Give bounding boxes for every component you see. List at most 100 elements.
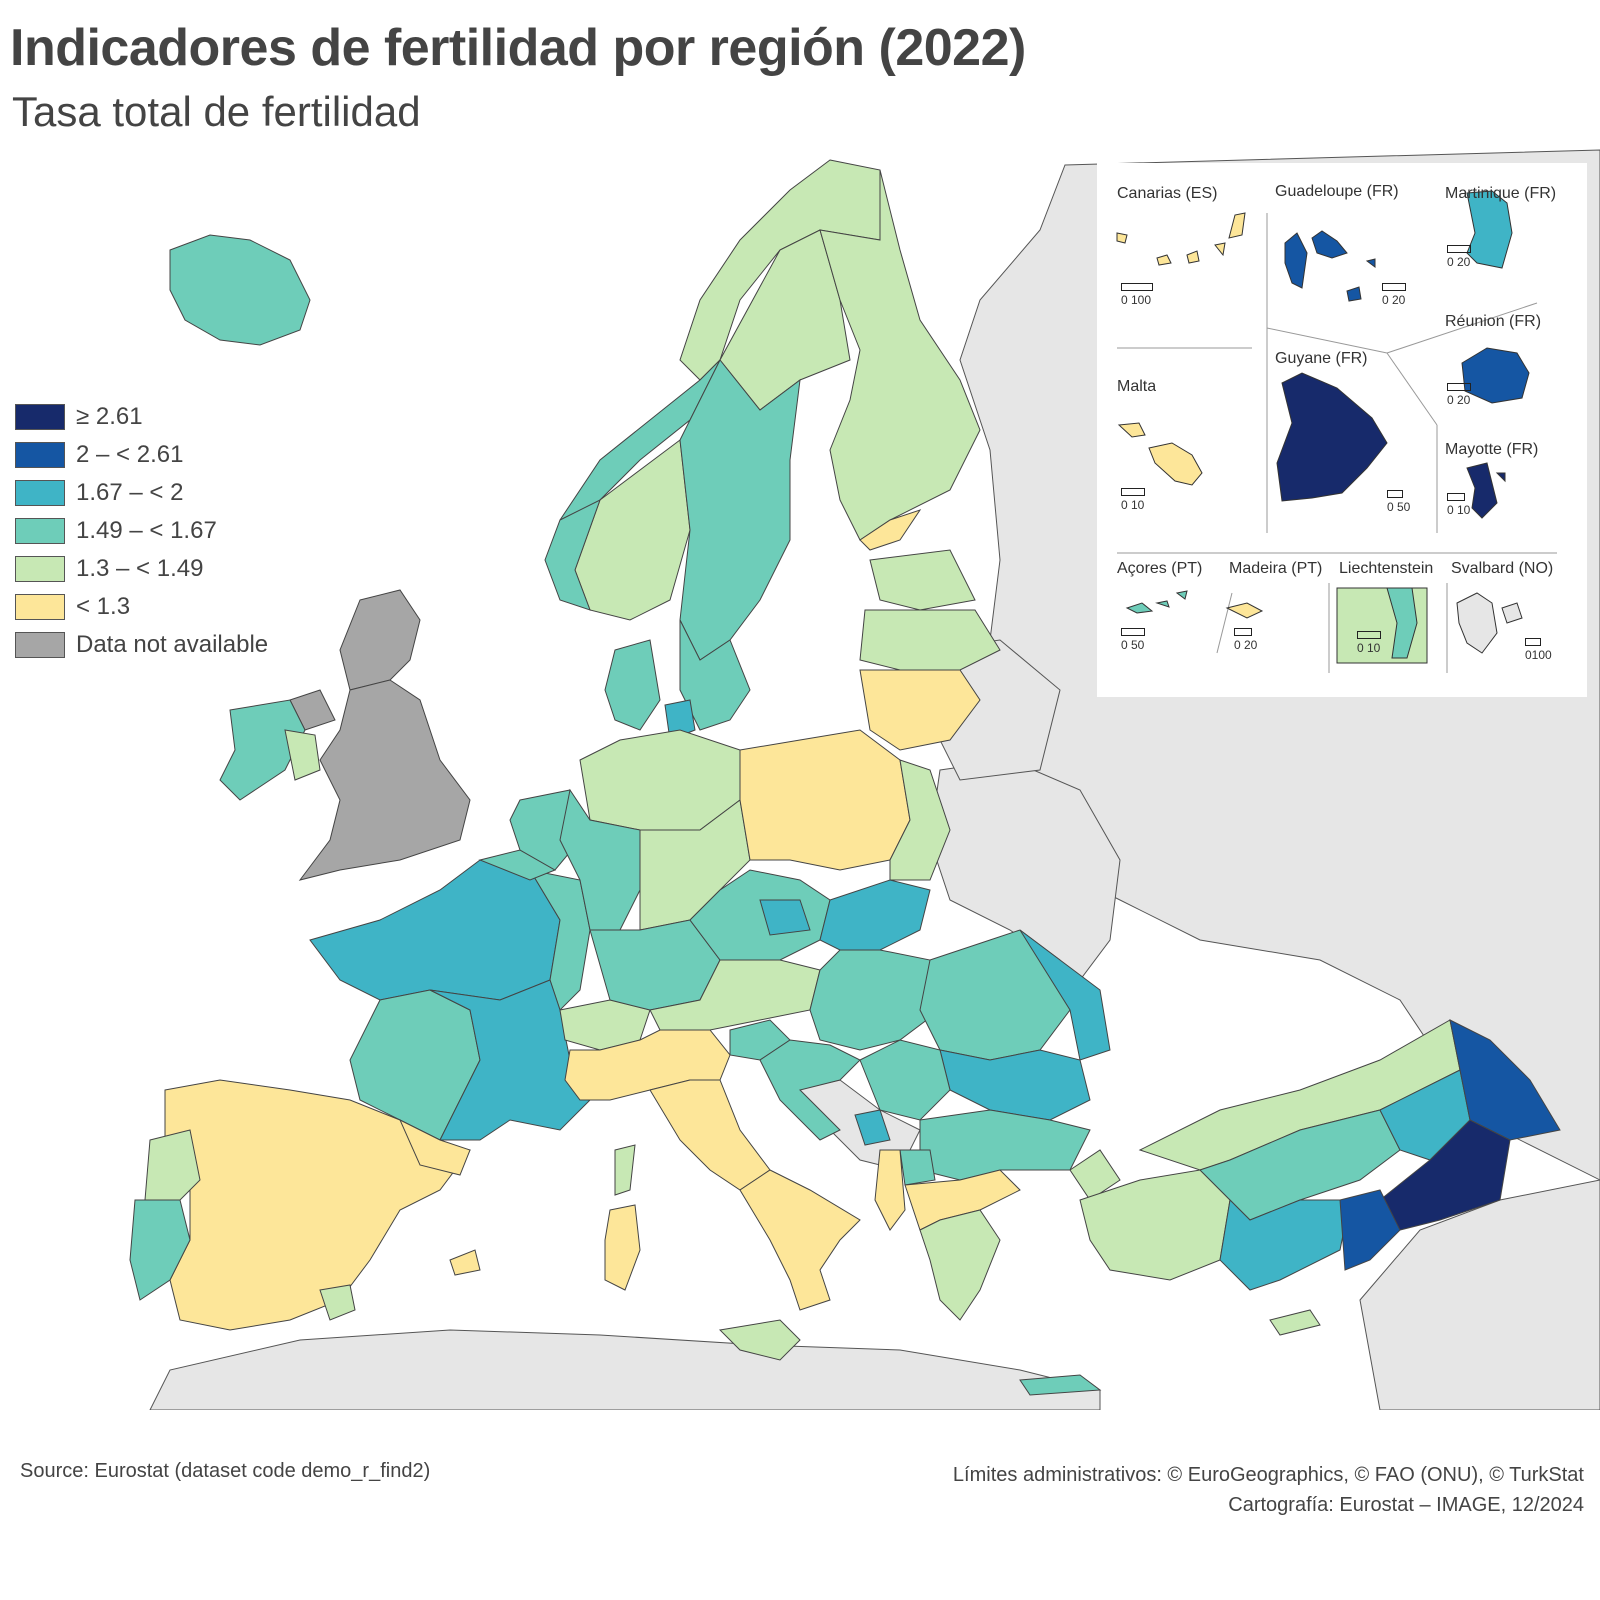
europe-choropleth-map	[129, 149, 1600, 1410]
scale-bar-guadeloupe: 0 20	[1382, 283, 1406, 307]
scale-bar-icon	[1382, 283, 1406, 291]
region-portugal-south	[129, 1199, 191, 1301]
legend-swatch	[15, 480, 65, 506]
mayotte-shape	[1466, 462, 1506, 519]
region-poland-west	[739, 729, 911, 871]
scale-label: 0 10	[1357, 641, 1381, 655]
scale-bar-liechtenstein: 0 10	[1357, 631, 1381, 655]
acores-shape	[1125, 590, 1188, 614]
legend-label: Data not available	[76, 631, 269, 658]
legend-item: 1.49 – < 1.67	[15, 512, 268, 550]
region-albania	[874, 1149, 906, 1231]
region-finland-south	[859, 509, 922, 551]
region-italy-centre	[649, 1079, 771, 1191]
region-turkey-far-east	[1449, 1019, 1561, 1141]
region-turkey-sanliurfa	[1339, 1189, 1401, 1271]
nordic-regions	[169, 159, 981, 731]
region-poland-east	[889, 759, 951, 881]
inset-panel: Canarias (ES) Guadeloupe (FR) Martinique…	[1097, 163, 1587, 697]
region-france-north	[309, 859, 561, 1001]
legend-item: 1.67 – < 2	[15, 474, 268, 512]
inset-label-mayotte: Mayotte (FR)	[1445, 441, 1539, 458]
reunion-shape	[1461, 347, 1530, 404]
svalbard-shape	[1456, 592, 1523, 654]
region-ireland-east	[284, 729, 321, 781]
region-spain-murcia	[319, 1284, 356, 1321]
legend-item: Data not available	[15, 626, 268, 664]
region-sweden-south	[679, 619, 751, 731]
scale-label: 0 20	[1234, 638, 1258, 652]
martinique-shape	[1466, 190, 1513, 269]
liechtenstein-highlight	[1386, 587, 1418, 659]
scale-bar-icon	[1121, 283, 1153, 291]
region-crete	[1019, 1374, 1102, 1396]
region-romania-west	[919, 929, 1071, 1061]
inset-shapes	[1116, 190, 1557, 673]
region-romania-south	[939, 1049, 1091, 1121]
scale-bar-icon	[1234, 628, 1252, 636]
southeast-regions	[854, 929, 1321, 1396]
legend-swatch	[15, 632, 65, 658]
malta-shape	[1117, 422, 1203, 486]
region-spain-catalonia	[398, 1118, 471, 1176]
region-turkey-south-east	[1379, 1119, 1511, 1231]
scale-bar-reunion: 0 20	[1447, 383, 1471, 407]
inset-label-liechtenstein: Liechtenstein	[1339, 560, 1434, 577]
north-africa-land	[149, 1329, 1101, 1410]
region-lithuania	[859, 669, 981, 751]
legend-swatch	[15, 404, 65, 430]
scale-label: 0 20	[1447, 393, 1471, 407]
central-regions	[559, 639, 951, 1141]
legend-label: 1.67 – < 2	[76, 479, 184, 506]
inset-label-reunion: Réunion (FR)	[1445, 313, 1542, 330]
inset-label-guadeloupe: Guadeloupe (FR)	[1275, 183, 1399, 200]
region-germany-north	[579, 729, 741, 831]
ukraine-land	[929, 759, 1121, 981]
region-slovakia	[819, 879, 931, 951]
region-portugal-north	[144, 1129, 201, 1201]
region-sicily	[718, 1319, 801, 1361]
scale-bar-madeira: 0 20	[1234, 628, 1257, 652]
region-turkey-thrace	[1069, 1149, 1121, 1201]
region-hungary	[809, 949, 941, 1051]
region-bulgaria	[919, 1109, 1091, 1181]
map-subtitle: Tasa total de fertilidad	[12, 88, 421, 135]
credits: Límites administrativos: © EuroGeographi…	[953, 1460, 1584, 1520]
region-finland	[819, 169, 981, 541]
legend-item: < 1.3	[15, 588, 268, 626]
legend-label: 2 – < 2.61	[76, 441, 184, 468]
legend-label: 1.3 – < 1.49	[76, 555, 204, 582]
region-sweden-mid	[679, 359, 801, 661]
scale-bar-svalbard: 0100	[1525, 638, 1552, 662]
map-title: Indicadores de fertilidad por región (20…	[10, 19, 1026, 77]
inset-label-guyane: Guyane (FR)	[1275, 350, 1368, 367]
region-montenegro	[854, 1109, 891, 1146]
region-norway-west	[544, 498, 601, 611]
legend-label: 1.49 – < 1.67	[76, 517, 217, 544]
region-denmark	[604, 639, 661, 731]
italian-regions	[564, 1029, 861, 1361]
middle-east-land	[1359, 1179, 1600, 1410]
region-cyprus	[1269, 1309, 1321, 1336]
region-turkey-south	[1219, 1198, 1351, 1291]
scale-bar-icon	[1447, 245, 1471, 253]
region-france-south-east	[429, 979, 591, 1141]
scale-label: 0100	[1525, 648, 1552, 662]
region-uk-scotland	[339, 589, 421, 691]
scale-bar-icon	[1447, 493, 1465, 501]
british-isles	[219, 589, 471, 881]
legend-label: < 1.3	[76, 593, 131, 620]
western-regions	[309, 789, 651, 1141]
scale-bar-icon	[1387, 490, 1403, 498]
scale-bar-icon	[1357, 631, 1381, 639]
legend-swatch	[15, 442, 65, 468]
scale-label: 0 50	[1121, 638, 1145, 652]
region-denmark-sjaelland	[664, 699, 696, 741]
legend-item: 2 – < 2.61	[15, 436, 268, 474]
region-croatia	[759, 1039, 861, 1141]
inset-label-martinique: Martinique (FR)	[1445, 185, 1557, 202]
scale-bar-icon	[1121, 628, 1145, 636]
inset-label-acores: Açores (PT)	[1117, 560, 1203, 577]
region-balearic	[449, 1249, 481, 1276]
legend-swatch	[15, 594, 65, 620]
